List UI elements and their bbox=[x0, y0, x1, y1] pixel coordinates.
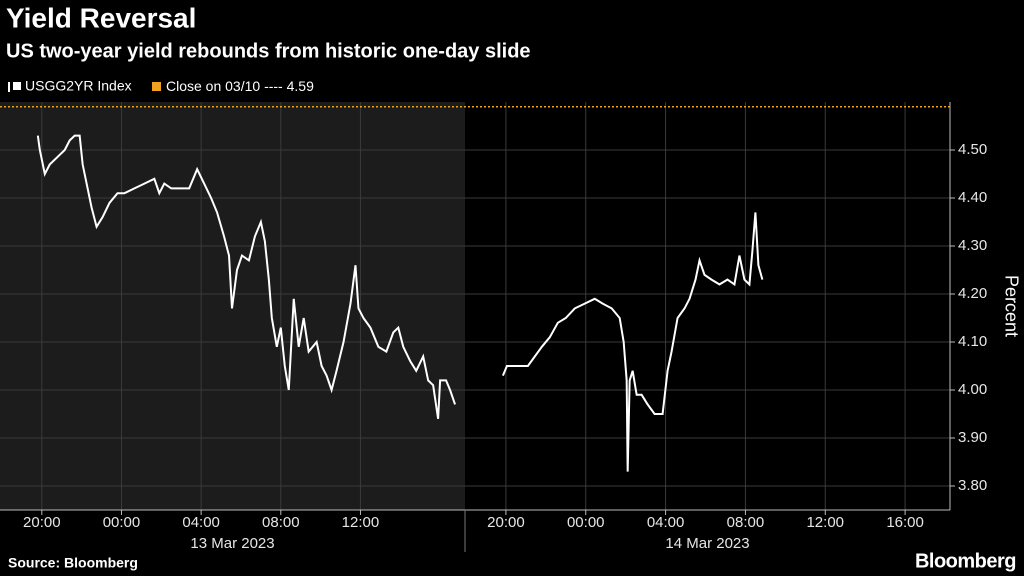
plot-layer: 20:00 00:00 04:00 08:00 12:00 13 Mar 2023 20:0… bbox=[0, 102, 987, 552]
y-tick-label: 4.10 bbox=[958, 333, 987, 350]
legend-icon bbox=[8, 82, 10, 92]
series-line bbox=[36, 134, 456, 419]
legend-swatch bbox=[152, 82, 161, 91]
y-tick-label: 4.20 bbox=[958, 285, 987, 302]
x-tick-label: 00:00 bbox=[103, 514, 141, 531]
y-tick-label: 4.00 bbox=[958, 381, 987, 398]
x-tick-label: 08:00 bbox=[727, 514, 765, 531]
x-date-label: 13 Mar 2023 bbox=[190, 535, 274, 552]
y-tick-label: 3.80 bbox=[958, 477, 987, 494]
brand: Bloomberg bbox=[915, 550, 1016, 572]
x-tick-label: 20:00 bbox=[487, 514, 525, 531]
chart-subtitle: US two-year yield rebounds from historic… bbox=[6, 40, 531, 62]
legend-label: USGG2YR Index bbox=[25, 78, 132, 94]
x-tick-label: 00:00 bbox=[567, 514, 605, 531]
y-tick-label: 4.40 bbox=[958, 189, 987, 206]
legend-ref-value: 4.59 bbox=[287, 78, 314, 94]
source: Source: Bloomberg bbox=[8, 555, 138, 571]
x-tick-label: 04:00 bbox=[182, 514, 220, 531]
series-line bbox=[501, 212, 764, 472]
legend-label: Close on 03/10 ---- 4.59 bbox=[166, 78, 314, 94]
x-tick-label: 20:00 bbox=[23, 514, 61, 531]
x-tick-label: 08:00 bbox=[262, 514, 300, 531]
y-axis-label: Percent bbox=[1001, 275, 1021, 337]
x-tick-label: 12:00 bbox=[342, 514, 380, 531]
y-tick-label: 4.50 bbox=[958, 141, 987, 158]
x-tick-label: 16:00 bbox=[886, 514, 924, 531]
x-tick-label: 04:00 bbox=[647, 514, 685, 531]
chart-title: Yield Reversal bbox=[6, 2, 196, 33]
y-tick-label: 3.90 bbox=[958, 429, 987, 446]
y-tick-label: 4.30 bbox=[958, 237, 987, 254]
x-date-label: 14 Mar 2023 bbox=[665, 535, 749, 552]
legend-ref-name: Close on 03/10 ---- bbox=[166, 78, 283, 94]
legend-swatch bbox=[13, 82, 21, 90]
x-tick-label: 12:00 bbox=[806, 514, 844, 531]
legend: USGG2YR Index Close on 03/10 ---- 4.59 bbox=[8, 78, 314, 94]
